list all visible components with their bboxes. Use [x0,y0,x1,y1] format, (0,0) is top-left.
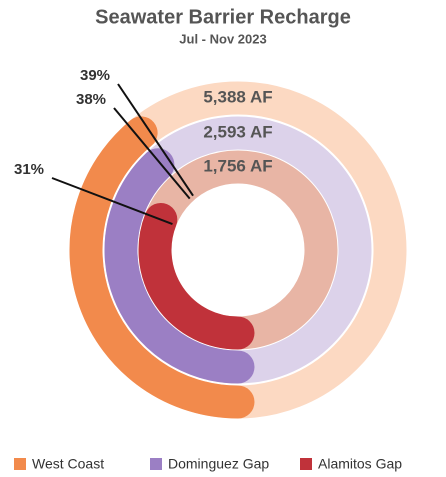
leader-line [51,177,173,225]
legend-swatch [150,458,162,470]
progress-arc [138,202,255,350]
progress-arc [69,116,255,419]
legend-label: Alamitos Gap [318,456,402,472]
legend-swatch [300,458,312,470]
progress-arc [104,148,255,384]
leader-line [113,107,191,200]
chart-title: Seawater Barrier Recharge [95,6,351,28]
chart-subtitle: Jul - Nov 2023 [179,31,266,46]
percent-label: 38% [76,91,106,108]
percent-label: 31% [14,161,44,178]
total-label: 5,388 AF [203,87,272,106]
total-label: 1,756 AF [203,156,272,175]
total-label: 2,593 AF [203,122,272,141]
percent-label: 39% [80,67,110,84]
legend-swatch [14,458,26,470]
legend-label: Dominguez Gap [168,456,269,472]
legend-label: West Coast [32,456,104,472]
leader-line [117,83,194,197]
